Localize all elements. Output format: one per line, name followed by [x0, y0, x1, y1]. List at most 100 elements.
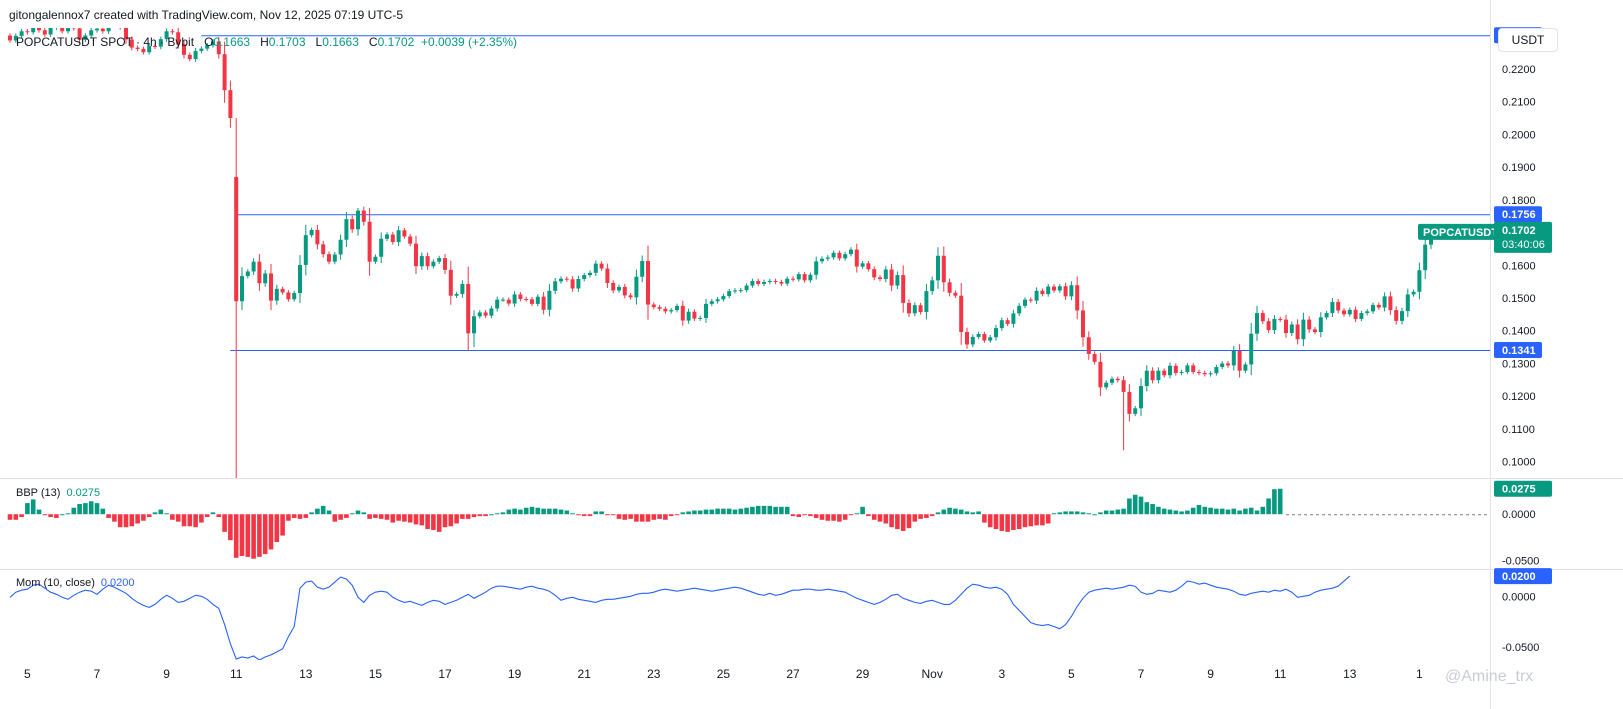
candle-body	[1057, 286, 1062, 291]
candle-body	[332, 254, 337, 262]
bbp-bar	[193, 514, 198, 528]
candle-body	[42, 30, 47, 35]
time-tick-label: 15	[369, 667, 383, 681]
bbp-bar	[941, 509, 947, 515]
bbp-bar	[181, 514, 187, 527]
bbp-bar	[1161, 508, 1167, 515]
candle-body	[680, 305, 685, 321]
candle-body	[13, 35, 18, 41]
bbp-bar	[315, 508, 320, 515]
candle-body	[327, 254, 331, 262]
bbp-bar	[1277, 488, 1283, 515]
bbp-bar	[384, 514, 390, 520]
bbp-bar	[94, 503, 100, 515]
bbp-bar	[1243, 508, 1248, 515]
candle-body	[454, 294, 459, 296]
candle-body	[878, 277, 882, 280]
candle-body	[1075, 285, 1080, 311]
bbp-bar	[657, 514, 662, 519]
candle-body	[924, 291, 929, 313]
candle-body	[495, 299, 500, 309]
candle-body	[77, 28, 82, 40]
candle-body	[1324, 313, 1329, 318]
bbp-bar	[280, 514, 285, 536]
bbp-bar	[1034, 514, 1039, 526]
bbp-bar	[274, 514, 280, 543]
candle-body	[361, 210, 366, 222]
bbp-bar	[454, 514, 459, 524]
candle-body	[245, 271, 250, 277]
bbp-legend[interactable]: BBP (13) 0.0275	[16, 487, 100, 499]
candle-body	[1104, 382, 1109, 388]
bbp-bar	[1040, 514, 1045, 526]
time-tick-label: 13	[1343, 667, 1357, 681]
bbp-bar	[1202, 506, 1208, 515]
mom-legend[interactable]: Mom (10, close) 0.0200	[16, 577, 135, 589]
bbp-bar	[228, 514, 233, 541]
candle-body	[541, 296, 546, 310]
bbp-bar	[1132, 494, 1138, 515]
bbp-bar	[135, 514, 140, 524]
bbp-bar	[668, 514, 674, 517]
bbp-bar	[1138, 496, 1144, 515]
change-value: +0.0039 (+2.35%)	[420, 35, 518, 49]
candle-body	[1208, 373, 1213, 375]
candle-body	[901, 275, 906, 303]
candle-body	[796, 274, 801, 280]
candle-body	[733, 290, 737, 292]
time-tick-label: 25	[717, 667, 731, 681]
candle-body	[269, 273, 273, 301]
candle-body	[1202, 372, 1207, 375]
candle-body	[448, 269, 453, 296]
bbp-bar	[813, 514, 819, 518]
bbp-bar	[529, 506, 535, 515]
candle-body	[240, 276, 244, 302]
candle-body	[767, 280, 772, 282]
bbp-bar	[1190, 507, 1196, 515]
time-tick-label: 29	[856, 667, 870, 681]
currency-button[interactable]: USDT	[1498, 28, 1558, 52]
candle-body	[1168, 365, 1172, 376]
candle-body	[698, 317, 703, 319]
price-tick-label: 0.1600	[1502, 260, 1536, 272]
candle-body	[686, 311, 691, 321]
bbp-bar	[883, 514, 889, 524]
candle-body	[309, 229, 314, 236]
candle-body	[744, 285, 749, 291]
bbp-bar	[303, 514, 309, 518]
candle-body	[588, 272, 592, 276]
bbp-bar	[947, 507, 952, 515]
candle-body	[176, 32, 181, 45]
bbp-bar	[761, 505, 767, 515]
bbp-bar	[494, 513, 500, 515]
candle-body	[1336, 301, 1341, 311]
bbp-bar	[982, 514, 987, 523]
price-tick-label: 0.1000	[1502, 457, 1536, 469]
bbp-bar	[77, 504, 82, 515]
candle-body	[988, 337, 993, 341]
candle-body	[582, 275, 587, 280]
bbp-bar	[431, 514, 436, 530]
bbp-bar	[175, 514, 181, 522]
time-tick-label: Nov	[922, 667, 943, 681]
candle-body	[1307, 319, 1312, 330]
candle-body	[559, 278, 563, 282]
bbp-bar	[30, 499, 36, 515]
candle-body	[611, 282, 616, 291]
candle-body	[153, 46, 157, 47]
candle-body	[1127, 391, 1132, 414]
bbp-bar	[628, 514, 633, 519]
bbp-bar	[547, 508, 552, 515]
bbp-value-label: 0.0275	[1502, 484, 1536, 496]
bbp-bar	[576, 514, 581, 516]
bbp-bar	[112, 514, 117, 522]
candle-body	[918, 305, 923, 313]
bbp-bar	[245, 514, 251, 557]
candle-body	[576, 279, 581, 289]
bbp-bar	[552, 508, 558, 515]
level-price-label: 0.1341	[1502, 345, 1536, 357]
bbp-bar	[570, 513, 575, 515]
symbol-title[interactable]: POPCATUSDT SPOT · 4h · Bybit	[16, 35, 195, 49]
candle-body	[124, 28, 128, 40]
